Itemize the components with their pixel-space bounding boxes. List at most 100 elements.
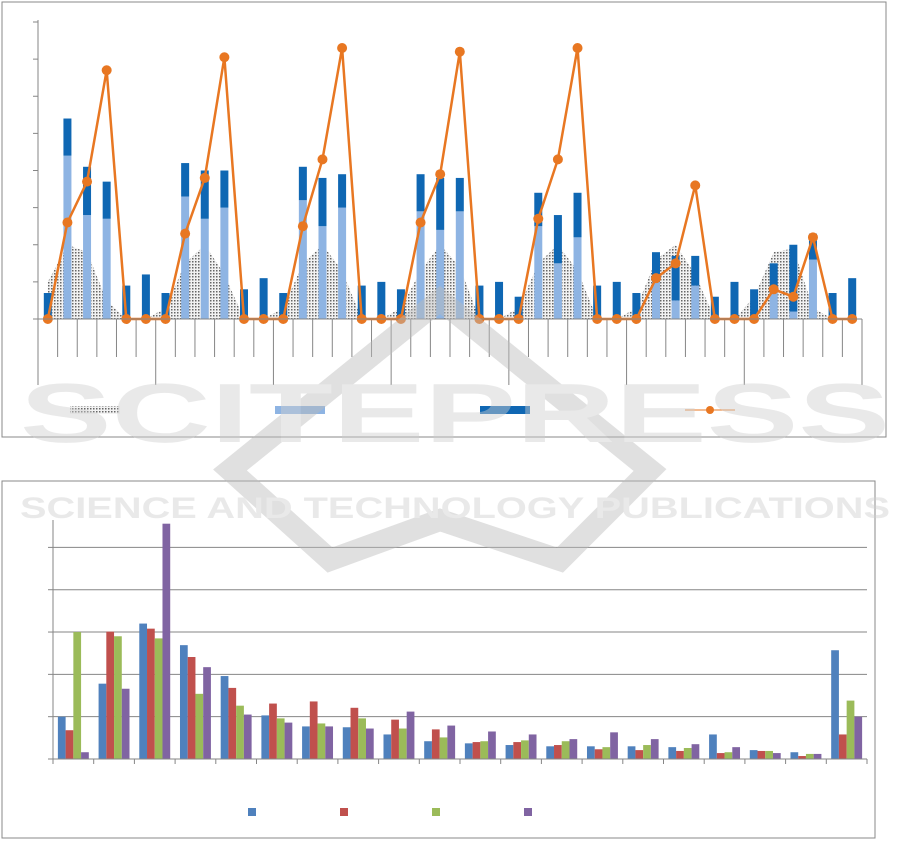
bar	[81, 752, 89, 759]
line-marker	[415, 217, 426, 228]
bar	[447, 725, 456, 759]
bar	[243, 714, 252, 759]
bar	[789, 244, 798, 312]
line-marker	[82, 176, 93, 187]
bar	[259, 278, 268, 319]
area	[47, 244, 853, 319]
bar	[798, 756, 806, 759]
bar	[365, 728, 374, 759]
bar	[139, 623, 148, 759]
bar	[338, 207, 347, 319]
bar	[114, 636, 122, 759]
bar	[220, 170, 229, 208]
bar	[406, 711, 415, 759]
bar	[534, 192, 543, 227]
watermark: SCITEPRESS SCIENCE AND TECHNOLOGY PUBLIC…	[20, 285, 890, 573]
bar	[732, 747, 741, 759]
line-marker	[62, 217, 73, 228]
bar	[569, 739, 578, 759]
bar	[83, 166, 92, 216]
bar	[521, 740, 529, 759]
line-marker	[454, 46, 465, 57]
charts	[33, 20, 868, 816]
line-marker	[807, 232, 818, 243]
bar	[650, 739, 659, 759]
bar	[302, 726, 310, 759]
line-marker	[788, 291, 799, 302]
bar	[716, 753, 725, 759]
bar	[317, 723, 326, 759]
bar	[652, 281, 660, 319]
bar	[472, 742, 481, 759]
bar	[610, 732, 618, 759]
bar	[106, 631, 115, 759]
bar	[141, 274, 150, 319]
bar	[102, 218, 111, 319]
bar	[350, 707, 359, 759]
bar	[683, 747, 692, 759]
bar	[298, 166, 307, 201]
bar	[554, 745, 562, 759]
bar	[854, 716, 863, 759]
bar	[439, 737, 448, 759]
bar	[813, 753, 822, 759]
bar	[505, 745, 514, 759]
bar	[424, 741, 432, 759]
bar	[318, 177, 327, 227]
bar	[200, 218, 209, 319]
bar	[546, 746, 555, 759]
bar	[488, 731, 496, 759]
bar	[612, 281, 621, 319]
bar	[627, 746, 636, 759]
bar	[284, 722, 293, 759]
legend-swatch	[275, 406, 325, 414]
bar	[528, 734, 537, 759]
bar	[203, 667, 211, 759]
legend-swatch	[340, 808, 348, 816]
bar	[161, 293, 170, 319]
bar	[261, 715, 270, 759]
bar	[318, 226, 327, 319]
line-marker	[768, 284, 779, 295]
bar	[848, 278, 857, 319]
legend-swatch	[432, 808, 440, 816]
line-marker	[199, 172, 210, 183]
watermark-title: SCITEPRESS	[20, 366, 890, 460]
bar	[179, 645, 188, 759]
bar	[513, 742, 522, 759]
chart-frame	[1, 480, 876, 839]
bar	[831, 650, 839, 759]
bar	[668, 747, 677, 759]
bar	[828, 293, 837, 319]
line-marker	[180, 228, 191, 239]
bar	[83, 215, 92, 319]
bar	[122, 285, 131, 319]
bar	[73, 632, 82, 759]
bar	[730, 281, 739, 319]
line-marker	[651, 273, 661, 284]
bar	[790, 752, 799, 759]
bar	[464, 743, 473, 759]
bar	[298, 200, 307, 319]
legend-swatch	[248, 808, 256, 816]
bar	[643, 745, 651, 759]
bar	[338, 174, 347, 208]
bar	[309, 701, 318, 759]
bar	[808, 233, 817, 260]
bar	[805, 753, 814, 759]
bar	[671, 255, 680, 301]
bar	[416, 211, 425, 319]
bar	[398, 728, 407, 759]
bar	[396, 289, 405, 319]
bar	[635, 750, 644, 759]
bar	[269, 703, 277, 759]
bar	[65, 730, 74, 759]
bar	[480, 741, 489, 759]
line-marker	[337, 42, 348, 53]
bar	[455, 177, 464, 212]
bar	[154, 638, 163, 759]
bar	[691, 285, 700, 319]
bar	[63, 155, 72, 319]
bar	[749, 750, 758, 759]
